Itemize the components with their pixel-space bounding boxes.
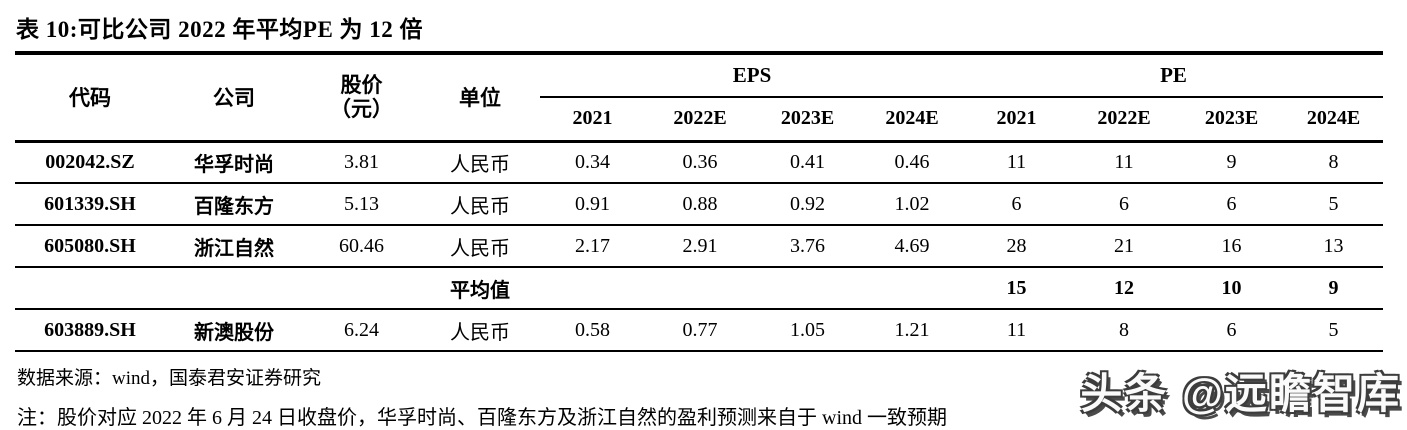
cell-pe-2022e: 6 xyxy=(1119,192,1130,215)
cell-code: 601339.SH xyxy=(44,192,136,215)
header-company: 公司 xyxy=(165,53,303,143)
cell-eps-2022e: 2.91 xyxy=(682,234,718,257)
cell-pe-2022e: 21 xyxy=(1114,234,1135,257)
cell-unit: 人民币 xyxy=(450,321,510,344)
cell-pe-2023e: 9 xyxy=(1226,150,1237,173)
cell-pe-2021: 11 xyxy=(1006,318,1027,341)
cell-eps-2023e: 3.76 xyxy=(790,234,825,257)
cell-pe-2022e: 12 xyxy=(1114,276,1135,299)
cell-eps-2021: 2.17 xyxy=(575,234,610,257)
cell-eps-2022e: 0.88 xyxy=(682,192,718,215)
cell-eps-2022e xyxy=(645,267,755,309)
cell-pe-2021: 15 xyxy=(1006,276,1027,299)
header-pe-year-2024e: 2024E xyxy=(1284,97,1384,143)
table-title: 表 10:可比公司 2022 年平均PE 为 12 倍 xyxy=(16,17,424,42)
cell-company: 浙江自然 xyxy=(194,237,274,260)
header-pe-group: PE xyxy=(964,53,1384,98)
cell-pe-2024e: 13 xyxy=(1323,234,1344,257)
cell-unit: 人民币 xyxy=(450,237,510,260)
cell-code: 605080.SH xyxy=(44,234,136,257)
cell-pe-2024e: 8 xyxy=(1328,150,1339,173)
cell-eps-2024e: 0.46 xyxy=(894,150,930,173)
cell-price: 60.46 xyxy=(339,234,384,257)
header-group-row: 代码 公司 股价 （元） 单位 EPS PE xyxy=(15,53,1384,143)
cell-unit: 人民币 xyxy=(450,195,510,218)
table-row-zhejiang: 605080.SH 浙江自然 60.46 人民币 2.17 2.91 3.76 … xyxy=(15,225,1384,267)
cell-average-label: 平均值 xyxy=(450,279,510,302)
cell-company: 华孚时尚 xyxy=(194,153,274,176)
cell-eps-2022e: 0.36 xyxy=(682,150,718,173)
cell-code: 603889.SH xyxy=(44,318,136,341)
cell-price: 5.13 xyxy=(344,192,379,215)
cell-pe-2021: 6 xyxy=(1011,192,1022,215)
table-row-xinao: 603889.SH 新澳股份 6.24 人民币 0.58 0.77 1.05 1… xyxy=(15,309,1384,351)
cell-pe-2024e: 9 xyxy=(1328,276,1339,299)
cell-pe-2022e: 11 xyxy=(1114,150,1134,173)
cell-price xyxy=(303,267,420,309)
cell-pe-2023e: 6 xyxy=(1226,318,1237,341)
header-price: 股价 （元） xyxy=(303,53,420,143)
cell-eps-2024e xyxy=(860,267,964,309)
header-eps-year-2022e: 2022E xyxy=(645,97,755,143)
data-source-line: 数据来源：wind，国泰君安证券研究 xyxy=(17,368,322,389)
cell-eps-2021: 0.91 xyxy=(575,192,610,215)
table-row-huafu: 002042.SZ 华孚时尚 3.81 人民币 0.34 0.36 0.41 0… xyxy=(15,141,1384,183)
cell-eps-2024e: 1.02 xyxy=(894,192,930,215)
cell-price: 3.81 xyxy=(344,150,379,173)
cell-eps-2023e: 0.92 xyxy=(790,192,825,215)
header-eps-group: EPS xyxy=(540,53,965,98)
header-code: 代码 xyxy=(15,53,165,143)
header-unit: 单位 xyxy=(420,53,540,143)
cell-eps-2021: 0.58 xyxy=(575,318,610,341)
cell-pe-2024e: 5 xyxy=(1328,318,1339,341)
cell-eps-2022e: 0.77 xyxy=(682,318,718,341)
cell-company xyxy=(165,267,303,309)
header-eps-year-2023e: 2023E xyxy=(755,97,860,143)
cell-eps-2024e: 4.69 xyxy=(894,234,930,257)
cell-eps-2021 xyxy=(540,267,645,309)
header-pe-year-2021: 2021 xyxy=(964,97,1070,143)
cell-pe-2023e: 10 xyxy=(1221,276,1242,299)
cell-eps-2023e: 0.41 xyxy=(790,150,825,173)
cell-eps-2023e: 1.05 xyxy=(790,318,825,341)
cell-unit: 人民币 xyxy=(450,153,510,176)
header-year-row: 2021 2022E 2023E 2024E 2021 2022E 2023E … xyxy=(15,97,1384,143)
cell-company: 百隆东方 xyxy=(194,195,274,218)
footnote-line: 注：股价对应 2022 年 6 月 24 日收盘价，华孚时尚、百隆东方及浙江自然… xyxy=(17,407,947,429)
watermark-brand: 头条 @远瞻智库 xyxy=(1080,370,1401,417)
table-row-average: 平均值 15 12 10 9 xyxy=(15,267,1384,309)
cell-company: 新澳股份 xyxy=(194,321,274,344)
cell-eps-2024e: 1.21 xyxy=(894,318,930,341)
header-eps-year-2021: 2021 xyxy=(540,97,645,143)
cell-pe-2022e: 8 xyxy=(1119,318,1130,341)
table-row-bailong: 601339.SH 百隆东方 5.13 人民币 0.91 0.88 0.92 1… xyxy=(15,183,1384,225)
header-price-line1: 股价 xyxy=(340,73,383,98)
cell-pe-2023e: 6 xyxy=(1226,192,1237,215)
cell-eps-2023e xyxy=(755,267,860,309)
cell-pe-2021: 28 xyxy=(1006,234,1027,257)
cell-price: 6.24 xyxy=(344,318,379,341)
comparable-companies-table: 代码 公司 股价 （元） 单位 EPS PE 2021 2022E 2023E … xyxy=(15,51,1384,352)
cell-pe-2023e: 16 xyxy=(1221,234,1242,257)
cell-code xyxy=(15,267,165,309)
cell-pe-2021: 11 xyxy=(1006,150,1027,173)
cell-code: 002042.SZ xyxy=(45,150,135,173)
header-pe-year-2023e: 2023E xyxy=(1179,97,1285,143)
cell-pe-2024e: 5 xyxy=(1328,192,1339,215)
header-pe-year-2022e: 2022E xyxy=(1069,97,1180,143)
cell-eps-2021: 0.34 xyxy=(575,150,610,173)
header-eps-year-2024e: 2024E xyxy=(860,97,965,143)
header-price-line2: （元） xyxy=(330,97,393,122)
